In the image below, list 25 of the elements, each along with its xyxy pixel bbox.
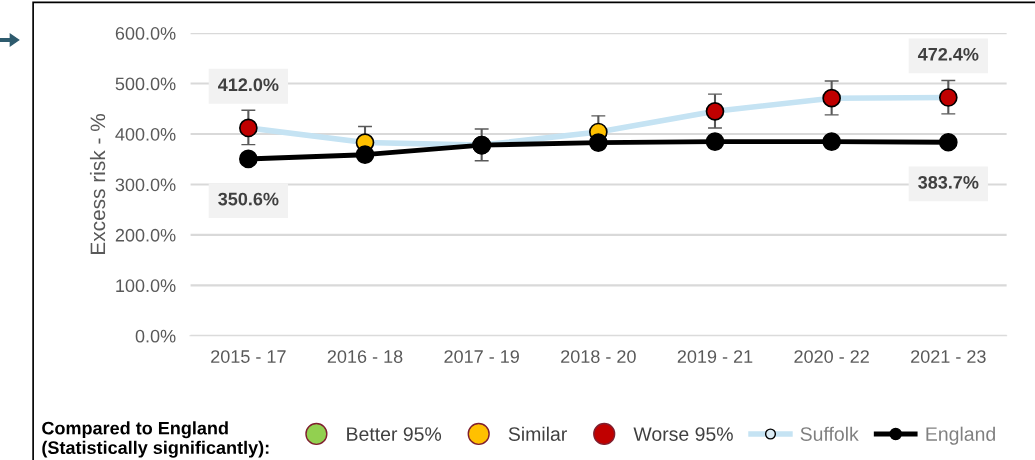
y-tick-label: 500.0%: [115, 77, 176, 91]
legend-label: Suffolk: [800, 426, 859, 441]
x-tick-label: 2015 - 17: [211, 350, 286, 363]
y-tick-label: 600.0%: [115, 27, 176, 40]
x-tick-label: 2019 - 21: [677, 350, 753, 363]
legend-label: England: [926, 426, 995, 445]
y-tick-label: 100.0%: [116, 279, 176, 293]
data-label: 350.6%: [218, 192, 279, 206]
x-tick-label: 2017 - 19: [444, 350, 519, 363]
legend-title: Compared to England (Statistically significantly):: [42, 421, 269, 458]
x-tick-label: 2021 - 23: [911, 350, 986, 363]
y-tick-label: 200.0%: [115, 228, 176, 242]
x-tick-label: 2018 - 20: [561, 350, 636, 363]
legend-label: Similar: [508, 426, 567, 441]
data-label: 383.7%: [918, 175, 979, 189]
data-label: 472.4%: [917, 47, 979, 61]
x-tick-label: 2016 - 18: [327, 350, 403, 363]
data-label: 412.0%: [218, 78, 279, 92]
y-tick-label: 400.0%: [115, 127, 176, 141]
y-tick-label: 0.0%: [135, 329, 176, 343]
x-tick-label: 2020 - 22: [794, 350, 869, 363]
y-tick-label: 300.0%: [115, 178, 176, 192]
y-axis-title: Excess risk - %: [89, 114, 106, 254]
legend-label: Better 95%: [347, 427, 442, 441]
legend-label: Worse 95%: [633, 427, 733, 441]
